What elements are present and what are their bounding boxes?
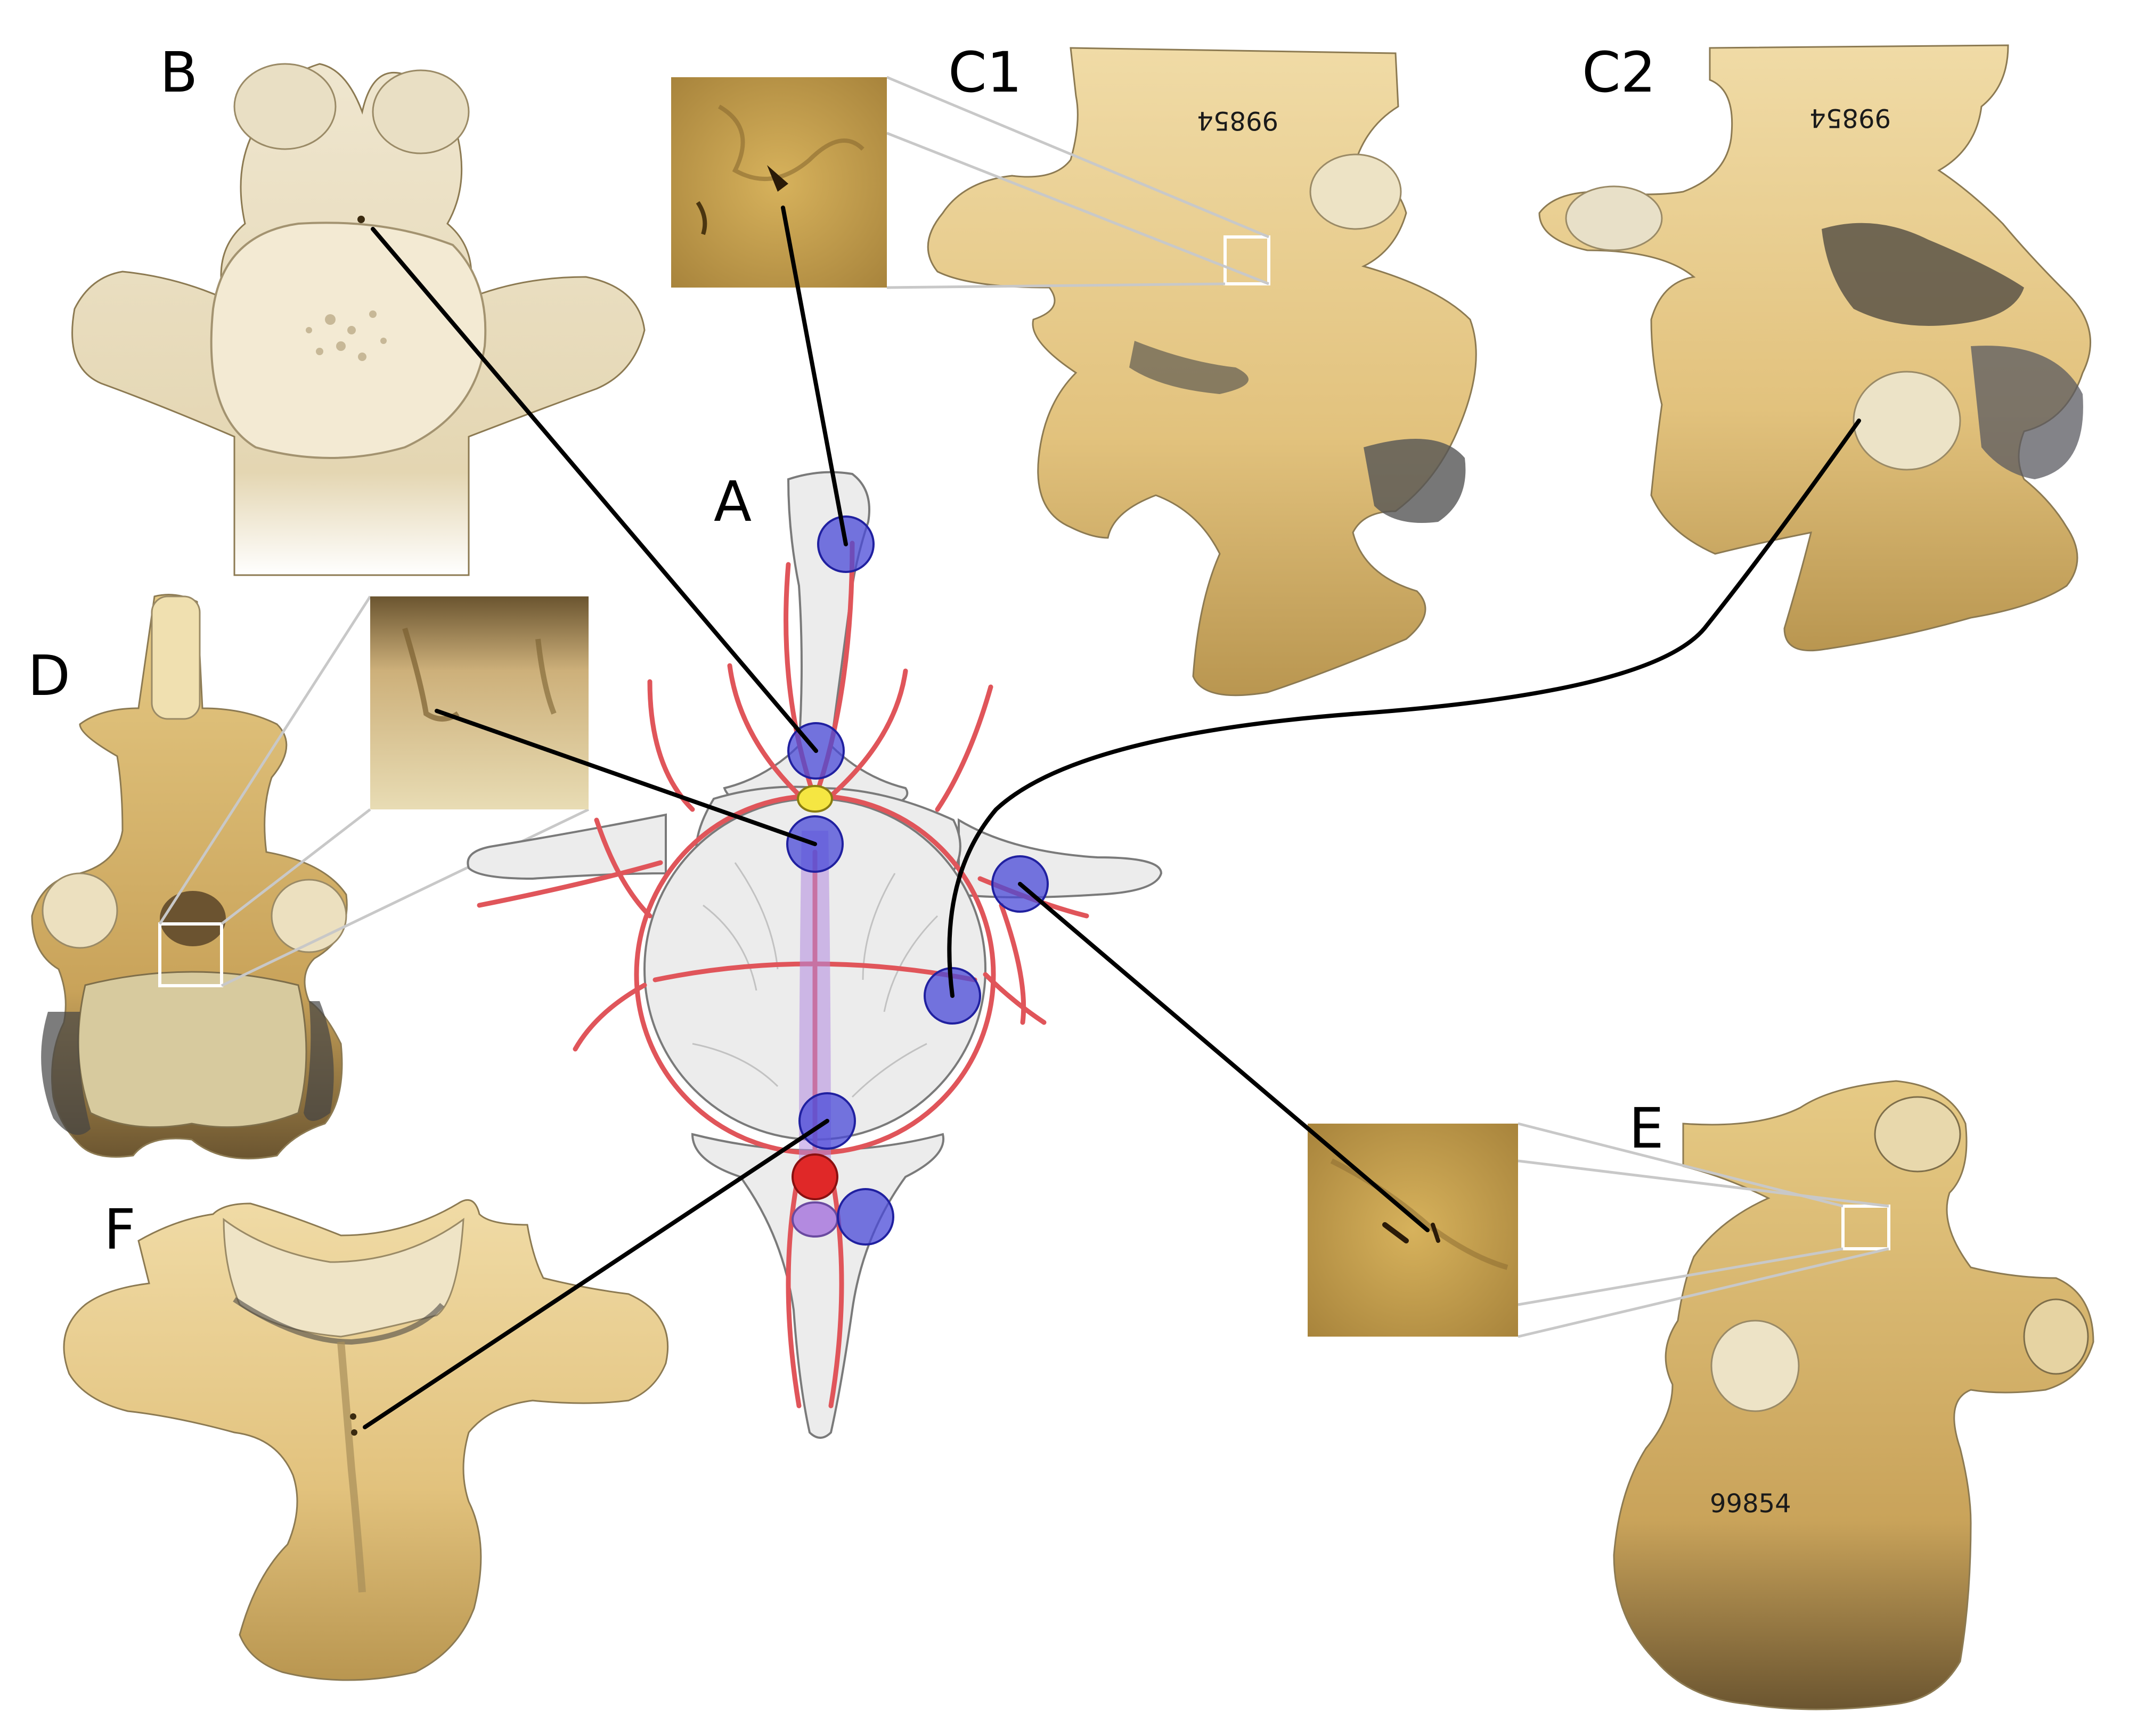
e-articular-facet [1710,1320,1800,1412]
d-neural-canal [160,891,226,946]
e-transverse-process-end [2023,1298,2089,1375]
leader-a-to-e [1018,882,1430,1232]
leader-lines [363,206,1861,1429]
panel-label-e: E [1629,1096,1664,1161]
a-vertebral-vein [799,831,831,1161]
d-zoom-box [158,922,223,987]
f-neural-spine-ridge [337,1341,366,1593]
leader-a-to-d [435,709,817,846]
leader-a-to-c2 [947,419,1861,998]
leader-a-to-b [371,227,818,753]
e-neural-spine-end [1874,1096,1961,1173]
panel-label-a: A [714,469,752,534]
c2-specimen-number: 99854 [1809,103,1891,133]
panel-label-c2: C2 [1582,40,1656,105]
panel-a-schematic: A [467,469,1163,1439]
panel-c2-photo: 99854 C2 [1538,40,2092,652]
panel-label-d: D [28,643,70,708]
c2-prezygapophysis-cap [1565,185,1663,251]
leader-a-to-c1 [781,206,848,546]
panel-e-photo: 99854 E [1613,1080,2094,1710]
panel-d-photo: D [28,594,348,1160]
panel-label-f: F [104,1197,136,1262]
a-aorta [792,1153,838,1200]
a-foramen-haemal [837,1188,894,1246]
panel-f-photo: F [63,1197,669,1681]
e-zoom-box [1841,1205,1890,1250]
d-centrum [77,971,307,1128]
d-zoom-inset [158,595,590,987]
leader-a-to-f [363,1119,829,1429]
panel-c1-photo: 99854 C1 [927,40,1477,697]
a-transverse-process-right [958,818,1163,898]
c2-articular-facet [1853,371,1961,471]
panel-label-c1: C1 [948,40,1022,105]
c1-zoom-box [1223,235,1270,285]
prezygapophysis-right [372,69,470,154]
c1-dark-region [1364,439,1466,523]
panel-b-photo: B [71,40,646,576]
prezygapophysis-left [233,63,337,150]
d-neural-spine-tip [151,595,201,720]
a-caudal-vein [792,1201,838,1238]
c1-specimen-number: 99854 [1197,105,1278,135]
a-transverse-process-left [467,813,667,880]
c2-neural-spine-fragment [1822,223,2024,326]
panel-label-b: B [160,40,198,105]
d-zygapophysis-right [271,879,347,953]
a-spinal-cord [797,785,833,813]
c1-zoom-inset [671,76,1269,289]
centrum-face [210,222,487,459]
d-zygapophysis-left [42,872,118,949]
e-specimen-number: 99854 [1710,1489,1791,1519]
c1-articular-facet [1309,153,1402,230]
